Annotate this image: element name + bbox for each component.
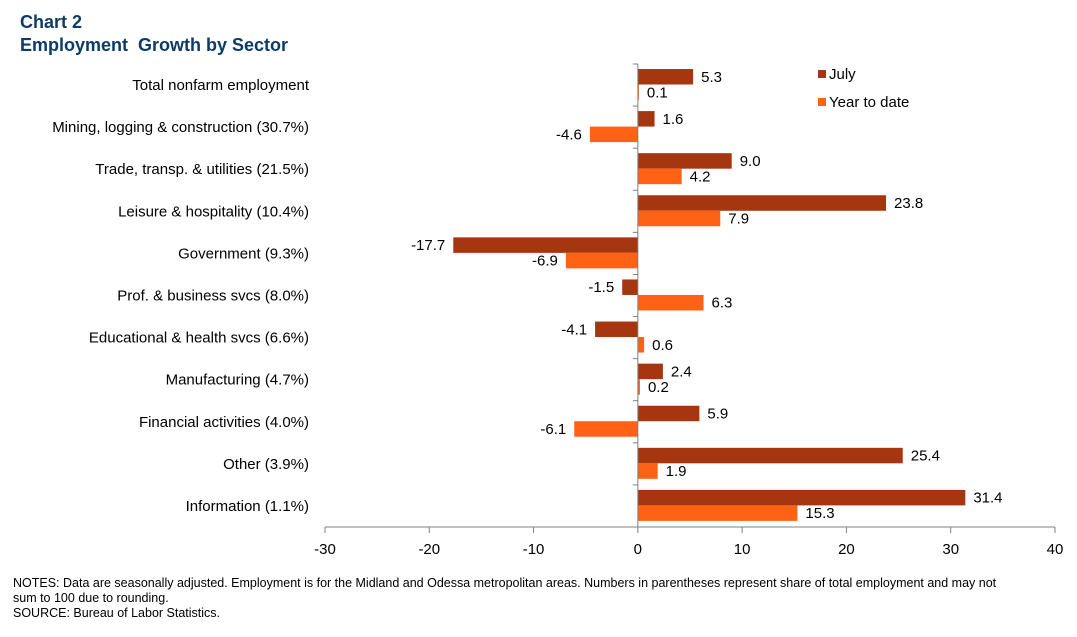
july-bar — [638, 153, 732, 169]
ytd-bar — [574, 421, 638, 437]
category-label: Total nonfarm employment — [132, 77, 310, 94]
x-tick-label: 20 — [838, 541, 855, 558]
ytd-data-label: 1.9 — [666, 463, 687, 480]
july-bar — [638, 111, 655, 127]
july-bar — [638, 195, 886, 211]
july-data-label: -4.1 — [561, 321, 587, 338]
x-tick-label: 40 — [1047, 541, 1064, 558]
ytd-bar — [590, 127, 638, 143]
ytd-bar — [638, 505, 798, 520]
july-data-label: 2.4 — [671, 363, 692, 380]
legend-label: Year to date — [829, 94, 909, 111]
july-bar — [622, 279, 638, 295]
july-data-label: 31.4 — [973, 490, 1002, 507]
july-data-label: 5.3 — [701, 69, 722, 86]
ytd-bar — [638, 295, 704, 311]
july-bar — [638, 69, 693, 85]
ytd-bar — [638, 463, 658, 479]
category-label: Other (3.9%) — [223, 456, 309, 473]
ytd-data-label: 0.1 — [647, 84, 668, 101]
ytd-data-label: -4.6 — [556, 126, 582, 143]
ytd-data-label: 0.6 — [652, 337, 673, 354]
ytd-data-label: 4.2 — [690, 168, 711, 185]
footer-notes: NOTES: Data are seasonally adjusted. Emp… — [13, 576, 1013, 621]
july-bar — [638, 364, 663, 380]
x-tick-label: -20 — [418, 541, 440, 558]
category-label: Leisure & hospitality (10.4%) — [118, 203, 309, 220]
ytd-data-label: 15.3 — [805, 505, 834, 522]
july-data-label: -17.7 — [411, 237, 445, 254]
july-data-label: 1.6 — [663, 111, 684, 128]
category-label: Prof. & business svcs (8.0%) — [117, 288, 309, 305]
july-data-label: 25.4 — [911, 448, 940, 465]
july-bar — [453, 237, 638, 253]
ytd-bar — [566, 253, 638, 269]
july-data-label: 23.8 — [894, 195, 923, 212]
x-tick-label: 30 — [942, 541, 959, 558]
category-label: Educational & health svcs (6.6%) — [89, 330, 309, 347]
category-label: Manufacturing (4.7%) — [166, 372, 309, 389]
ytd-bar — [638, 337, 644, 353]
x-tick-label: -10 — [523, 541, 545, 558]
july-bar — [638, 448, 903, 464]
july-data-label: 9.0 — [740, 153, 761, 170]
ytd-data-label: 7.9 — [728, 211, 749, 228]
category-label: Financial activities (4.0%) — [139, 414, 309, 431]
ytd-bar — [638, 169, 682, 185]
july-legend-swatch — [818, 70, 826, 78]
source-text: SOURCE: Bureau of Labor Statistics. — [13, 606, 1013, 621]
notes-text: NOTES: Data are seasonally adjusted. Emp… — [13, 576, 1013, 606]
x-tick-label: 0 — [634, 541, 642, 558]
july-bar — [595, 322, 638, 338]
category-label: Mining, logging & construction (30.7%) — [52, 119, 309, 136]
category-label: Information (1.1%) — [186, 498, 309, 515]
x-tick-label: 10 — [734, 541, 751, 558]
july-bar — [638, 406, 700, 422]
x-tick-label: -30 — [314, 541, 336, 558]
july-data-label: 5.9 — [707, 405, 728, 422]
ytd-data-label: 0.2 — [648, 379, 669, 396]
ytd-bar — [638, 211, 720, 227]
category-label: Government (9.3%) — [178, 245, 309, 262]
ytd-data-label: 6.3 — [712, 295, 733, 312]
ytd-data-label: -6.9 — [532, 253, 558, 270]
july-data-label: -1.5 — [588, 279, 614, 296]
july-bar — [638, 490, 965, 506]
legend-label: July — [829, 66, 856, 83]
chart-area: 5.3 1.6 9.0 23.8 -17.7 -1.5 -4.1 2.4 5.9 25.4 31.4… — [0, 0, 1077, 575]
ytd-legend-swatch — [818, 98, 826, 106]
category-label: Trade, transp. & utilities (21.5%) — [95, 161, 309, 178]
ytd-data-label: -6.1 — [540, 421, 566, 438]
